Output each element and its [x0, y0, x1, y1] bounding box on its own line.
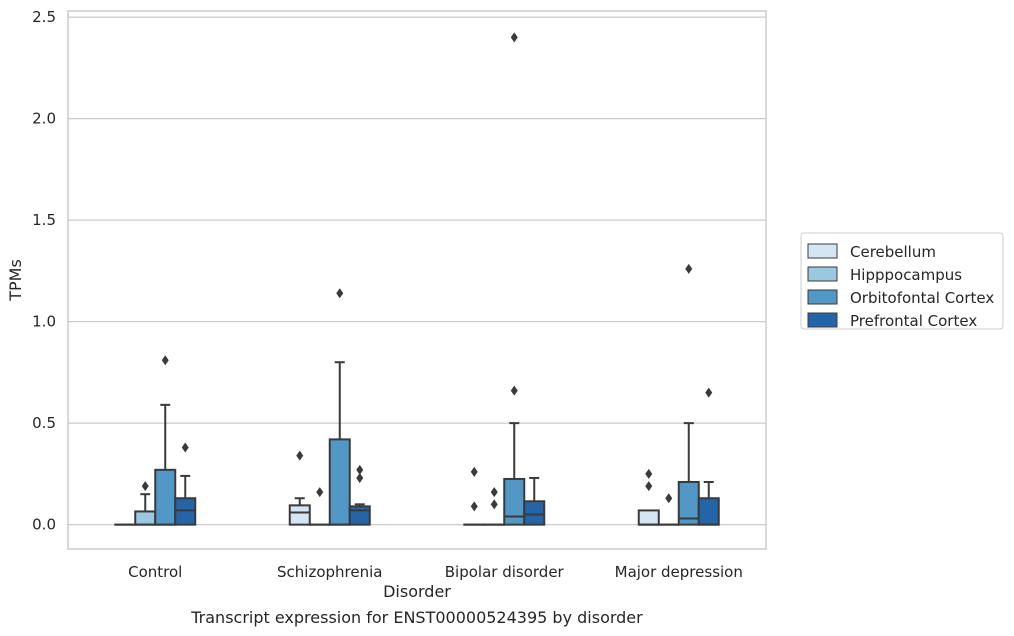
box-prefrontal-cortex: [174, 442, 197, 526]
x-tick-label: Major depression: [615, 563, 743, 581]
box-body: [348, 505, 371, 526]
box-prefrontal-cortex: [523, 476, 546, 526]
outlier-point: [181, 442, 189, 453]
y-tick-label: 1.5: [32, 211, 56, 229]
x-tick-label: Schizophrenia: [277, 563, 382, 581]
box-body: [637, 509, 660, 526]
outlier-point: [645, 468, 653, 479]
y-tick-label: 2.0: [32, 110, 56, 128]
outlier-point: [356, 464, 364, 475]
legend: Cerebellum Hipppocampus Orbitofontal Corte…: [800, 232, 1004, 330]
box-series: [114, 32, 720, 526]
legend-item: Prefrontal Cortex: [807, 312, 977, 330]
y-axis-label: TPMs: [6, 259, 25, 302]
outlier-point: [336, 288, 344, 299]
outlier-point: [645, 481, 653, 492]
box-orbitofontal-cortex: [328, 288, 351, 526]
box-body: [697, 497, 720, 526]
legend-items: Cerebellum Hipppocampus Orbitofontal Corte…: [807, 243, 994, 330]
outlier-point: [510, 32, 518, 43]
box-cerebellum: [288, 450, 311, 526]
outlier-point: [490, 499, 498, 510]
box-cerebellum: [637, 468, 660, 526]
outlier-point: [705, 387, 713, 398]
box-orbitofontal-cortex: [677, 263, 700, 526]
legend-label: Prefrontal Cortex: [850, 312, 977, 330]
box-body: [328, 438, 351, 526]
x-tick-label: Control: [128, 563, 182, 581]
plot-frame: [67, 10, 767, 550]
box-body: [154, 468, 177, 526]
box-body: [134, 510, 157, 526]
box-body: [523, 500, 546, 526]
outlier-point: [510, 385, 518, 396]
x-axis-label: Disorder: [383, 582, 451, 601]
box-body: [503, 477, 526, 526]
legend-swatch: [807, 266, 838, 282]
legend-label: Orbitofontal Cortex: [850, 289, 994, 307]
outlier-point: [296, 450, 304, 461]
chart-title: Transcript expression for ENST0000052439…: [190, 608, 643, 627]
box-orbitofontal-cortex: [154, 355, 177, 526]
legend-swatch: [807, 243, 838, 259]
outlier-point: [470, 466, 478, 477]
x-tick-label: Bipolar disorder: [445, 563, 565, 581]
outlier-point: [470, 501, 478, 512]
legend-frame: [800, 232, 1004, 330]
legend-swatch: [807, 289, 838, 305]
box-hipppocampus: [483, 487, 506, 526]
x-tick-labels: Control Schizophrenia Bipolar disorder Majo…: [128, 563, 743, 581]
box-prefrontal-cortex: [348, 464, 371, 526]
legend-item: Hipppocampus: [807, 266, 962, 284]
outlier-point: [490, 487, 498, 498]
outlier-point: [161, 355, 169, 366]
legend-swatch: [807, 312, 838, 328]
y-tick-label: 2.5: [32, 8, 56, 26]
y-tick-labels: 0.0 0.5 1.0 1.5 2.0 2.5: [32, 8, 56, 534]
legend-item: Orbitofontal Cortex: [807, 289, 994, 307]
y-tick-label: 0.5: [32, 414, 56, 432]
box-prefrontal-cortex: [697, 387, 720, 526]
box-body: [174, 497, 197, 526]
outlier-point: [356, 472, 364, 483]
outlier-point: [665, 493, 673, 504]
y-tick-label: 0.0: [32, 516, 56, 534]
outlier-point: [141, 481, 149, 492]
box-body: [288, 504, 311, 526]
box-hipppocampus: [134, 481, 157, 526]
legend-label: Hipppocampus: [850, 266, 962, 284]
legend-label: Cerebellum: [850, 243, 936, 261]
y-tick-label: 1.0: [32, 313, 56, 331]
outlier-point: [685, 263, 693, 274]
legend-item: Cerebellum: [807, 243, 936, 261]
outlier-point: [316, 487, 324, 498]
box-hipppocampus: [308, 487, 331, 526]
